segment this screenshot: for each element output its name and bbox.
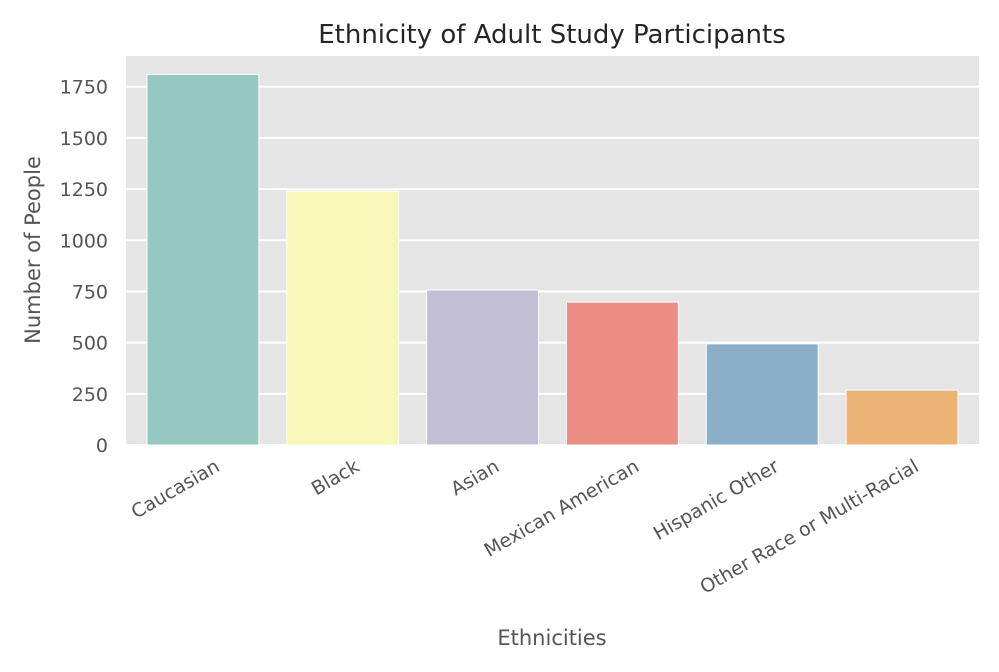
gridlines [126, 85, 979, 446]
y-axis-label: Number of People [21, 156, 45, 344]
bar-caucasian [146, 73, 260, 446]
y-tick-labels: 0 250 500 750 1000 1250 1500 1750 [60, 77, 108, 457]
bar-asian [426, 289, 540, 446]
x-tick-label: Asian [447, 455, 503, 500]
x-tick-label: Hispanic Other [650, 455, 783, 545]
chart-title: Ethnicity of Adult Study Participants [318, 20, 786, 50]
y-tick-label: 500 [72, 333, 108, 355]
x-tick-label: Mexican American [480, 455, 642, 561]
x-tick-label: Caucasian [128, 455, 224, 523]
y-tick-label: 1250 [60, 179, 108, 201]
bar-black [286, 190, 400, 446]
x-axis-label: Ethnicities [497, 626, 606, 650]
bar-hispanic-other [705, 343, 819, 446]
y-tick-label: 0 [96, 435, 108, 457]
x-tick-label: Black [308, 455, 364, 500]
y-tick-label: 1750 [60, 77, 108, 99]
bar-mexican-american [565, 301, 679, 446]
y-tick-label: 1500 [60, 128, 108, 150]
plot-background [126, 56, 979, 445]
bars [146, 73, 959, 446]
bar-other-race-or-multi-racial [845, 389, 959, 446]
y-tick-label: 250 [72, 384, 108, 406]
x-tick-label: Other Race or Multi-Racial [696, 455, 922, 598]
y-tick-label: 750 [72, 281, 108, 303]
y-tick-label: 1000 [60, 230, 108, 252]
